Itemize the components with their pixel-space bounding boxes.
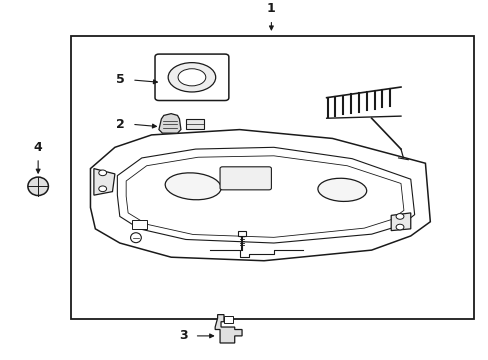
Text: 3: 3 (179, 329, 187, 342)
Polygon shape (117, 147, 414, 243)
Circle shape (99, 186, 106, 192)
FancyBboxPatch shape (220, 167, 271, 190)
Ellipse shape (165, 173, 221, 200)
Polygon shape (159, 114, 181, 133)
Polygon shape (215, 315, 242, 343)
Bar (185, 119, 204, 129)
Ellipse shape (168, 63, 215, 92)
Polygon shape (390, 213, 410, 231)
Bar (71, 36, 473, 319)
Polygon shape (90, 130, 429, 261)
Ellipse shape (130, 233, 141, 243)
Text: 5: 5 (116, 73, 125, 86)
Text: 1: 1 (266, 2, 275, 15)
FancyBboxPatch shape (155, 54, 228, 100)
Circle shape (395, 224, 403, 230)
Ellipse shape (28, 177, 48, 195)
Text: 2: 2 (116, 118, 125, 131)
Circle shape (99, 170, 106, 176)
Bar (238, 231, 245, 236)
Bar (224, 316, 232, 324)
Ellipse shape (317, 178, 366, 202)
Polygon shape (126, 156, 403, 237)
Polygon shape (132, 220, 146, 229)
Polygon shape (94, 168, 115, 195)
Text: 4: 4 (34, 141, 42, 154)
Ellipse shape (178, 69, 205, 86)
Circle shape (395, 213, 403, 219)
